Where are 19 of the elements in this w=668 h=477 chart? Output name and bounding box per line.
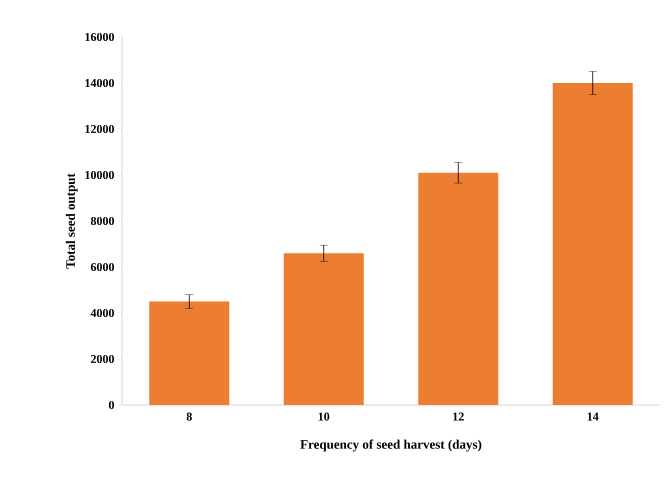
x-tick-label: 8 xyxy=(186,412,192,421)
y-tick-label: 12000 xyxy=(85,124,114,134)
y-tick-label: 4000 xyxy=(90,308,114,318)
y-tick-label: 16000 xyxy=(85,32,114,42)
x-axis-title: Frequency of seed harvest (days) xyxy=(300,439,482,452)
y-tick-label: 0 xyxy=(108,400,114,410)
x-tick-label: 14 xyxy=(588,412,599,420)
y-tick-label: 6000 xyxy=(90,262,114,272)
y-tick-label: 8000 xyxy=(90,216,114,226)
bar xyxy=(149,302,230,405)
y-tick-label: 10000 xyxy=(85,170,114,180)
bar xyxy=(418,172,498,405)
x-tick-label: 12 xyxy=(453,412,464,420)
y-axis-title: Total seed output xyxy=(66,173,78,269)
y-tick-label: 14000 xyxy=(85,78,114,88)
y-tick-label: 2000 xyxy=(90,354,114,364)
x-tick-label: 10 xyxy=(318,412,330,421)
bar xyxy=(552,82,633,405)
bar xyxy=(284,253,364,405)
